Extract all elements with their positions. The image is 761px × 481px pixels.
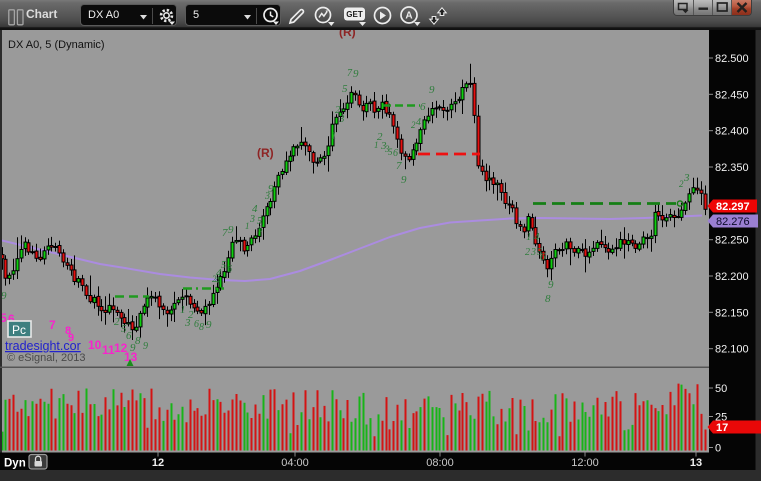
svg-text:9: 9	[130, 342, 136, 354]
svg-text:0: 0	[715, 443, 721, 455]
svg-text:9: 9	[548, 279, 554, 291]
svg-text:82.250: 82.250	[715, 235, 749, 247]
svg-text:(R): (R)	[339, 30, 356, 39]
svg-text:9: 9	[68, 332, 74, 344]
svg-text:82.400: 82.400	[715, 126, 749, 138]
svg-text:5: 5	[342, 83, 348, 95]
svg-text:9: 9	[1, 290, 7, 302]
svg-text:6: 6	[194, 319, 199, 330]
svg-text:A: A	[405, 11, 412, 22]
svg-text:4: 4	[216, 267, 222, 279]
svg-text:(R): (R)	[257, 146, 274, 160]
svg-text:9: 9	[143, 341, 148, 352]
svg-text:8: 8	[545, 293, 551, 305]
svg-text:3: 3	[683, 172, 690, 184]
svg-text:7: 7	[396, 160, 402, 172]
svg-text:2: 2	[335, 104, 341, 116]
svg-text:82.276: 82.276	[716, 216, 750, 228]
svg-text:4: 4	[534, 231, 540, 243]
svg-text:6: 6	[540, 251, 546, 263]
svg-text:5: 5	[221, 260, 226, 271]
svg-text:1: 1	[374, 140, 379, 150]
svg-text:9: 9	[353, 68, 359, 80]
svg-text:10: 10	[88, 338, 102, 352]
svg-text:2: 2	[377, 131, 383, 143]
svg-text:7: 7	[347, 68, 353, 79]
svg-text:82.297: 82.297	[716, 201, 750, 213]
svg-text:3: 3	[184, 317, 191, 329]
svg-text:GET: GET	[346, 10, 363, 19]
svg-text:04:00: 04:00	[281, 457, 309, 469]
svg-text:2: 2	[525, 247, 530, 258]
svg-text:9: 9	[206, 319, 212, 331]
svg-text:3: 3	[338, 113, 345, 125]
svg-text:7: 7	[222, 227, 228, 239]
svg-text:8: 8	[135, 335, 141, 347]
svg-text:6: 6	[8, 312, 15, 326]
svg-text:82.100: 82.100	[715, 344, 749, 356]
svg-text:9: 9	[228, 224, 234, 236]
svg-text:2: 2	[679, 179, 684, 189]
svg-text:6: 6	[393, 148, 398, 159]
svg-text:08:00: 08:00	[426, 457, 454, 469]
svg-text:7: 7	[49, 318, 56, 332]
svg-text:82.150: 82.150	[715, 307, 749, 319]
svg-text:2: 2	[188, 309, 194, 321]
svg-text:82.200: 82.200	[715, 271, 749, 283]
svg-text:6: 6	[126, 330, 132, 342]
svg-text:Dyn: Dyn	[4, 458, 26, 470]
svg-text:2: 2	[411, 120, 416, 130]
svg-text:DX A0, 5 (Dynamic): DX A0, 5 (Dynamic)	[8, 39, 105, 51]
svg-text:13: 13	[690, 457, 702, 469]
svg-text:4: 4	[215, 275, 220, 285]
svg-text:17: 17	[716, 422, 728, 434]
svg-text:5: 5	[0, 311, 7, 325]
svg-text:1: 1	[180, 304, 186, 316]
svg-text:12: 12	[114, 341, 128, 355]
svg-text:tradesight.cor: tradesight.cor	[5, 339, 81, 353]
svg-text:5: 5	[121, 323, 127, 335]
svg-text:6: 6	[420, 101, 426, 113]
svg-text:50: 50	[715, 383, 727, 395]
svg-text:3: 3	[380, 140, 387, 152]
svg-text:6: 6	[258, 224, 263, 234]
svg-text:5: 5	[537, 247, 542, 258]
svg-text:82.350: 82.350	[715, 162, 749, 174]
svg-text:1: 1	[331, 130, 337, 142]
svg-text:11: 11	[102, 343, 115, 357]
svg-text:8: 8	[65, 325, 71, 337]
svg-text:8: 8	[199, 322, 204, 333]
svg-text:82.450: 82.450	[715, 89, 749, 101]
svg-text:© eSignal, 2013: © eSignal, 2013	[7, 352, 85, 364]
svg-text:3: 3	[264, 191, 270, 202]
svg-text:13: 13	[124, 350, 138, 364]
svg-text:12:00: 12:00	[571, 457, 599, 469]
svg-text:6: 6	[227, 264, 232, 275]
svg-text:9: 9	[401, 174, 407, 186]
svg-text:4: 4	[252, 203, 258, 215]
svg-text:2: 2	[212, 274, 217, 284]
svg-text:5: 5	[388, 147, 393, 157]
svg-text:4: 4	[416, 117, 421, 128]
svg-text:1: 1	[245, 221, 250, 231]
svg-text:12: 12	[152, 457, 164, 469]
svg-text:9: 9	[429, 84, 435, 96]
svg-text:9: 9	[268, 183, 274, 195]
svg-text:1: 1	[526, 231, 532, 243]
svg-text:82.500: 82.500	[715, 53, 749, 65]
svg-text:3: 3	[384, 144, 390, 154]
svg-text:Pc: Pc	[12, 323, 26, 337]
svg-text:3: 3	[530, 247, 536, 258]
svg-text:2: 2	[114, 316, 120, 328]
svg-text:5: 5	[257, 216, 262, 227]
svg-text:3: 3	[249, 214, 255, 225]
